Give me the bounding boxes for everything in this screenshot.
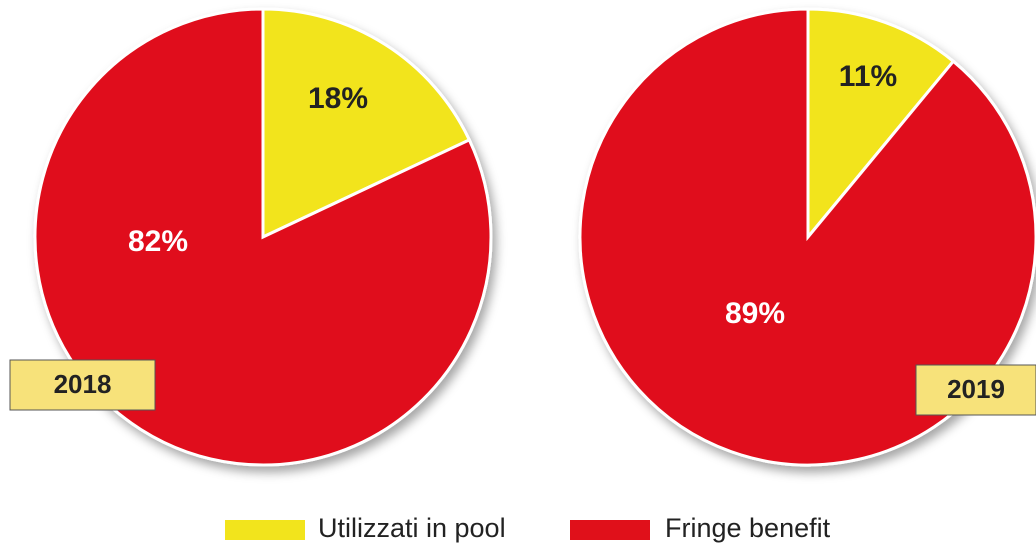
pie-slice (806, 7, 956, 242)
legend-swatch (570, 520, 650, 540)
slice-label: 82% (128, 225, 188, 258)
slice-label: 18% (308, 82, 368, 115)
pie-slice (33, 7, 493, 467)
legend-label: Fringe benefit (665, 513, 831, 543)
slice-label: 11% (839, 60, 897, 93)
chart-title: 2018 (54, 369, 112, 399)
legend-label: Utilizzati in pool (318, 513, 506, 543)
slice-label: 89% (725, 297, 785, 330)
year-box (915, 364, 1036, 416)
chart-title: 2019 (947, 374, 1005, 404)
legend-swatch (225, 520, 305, 540)
pie (33, 7, 493, 467)
pie-slice (261, 7, 472, 240)
year-box (9, 359, 156, 411)
